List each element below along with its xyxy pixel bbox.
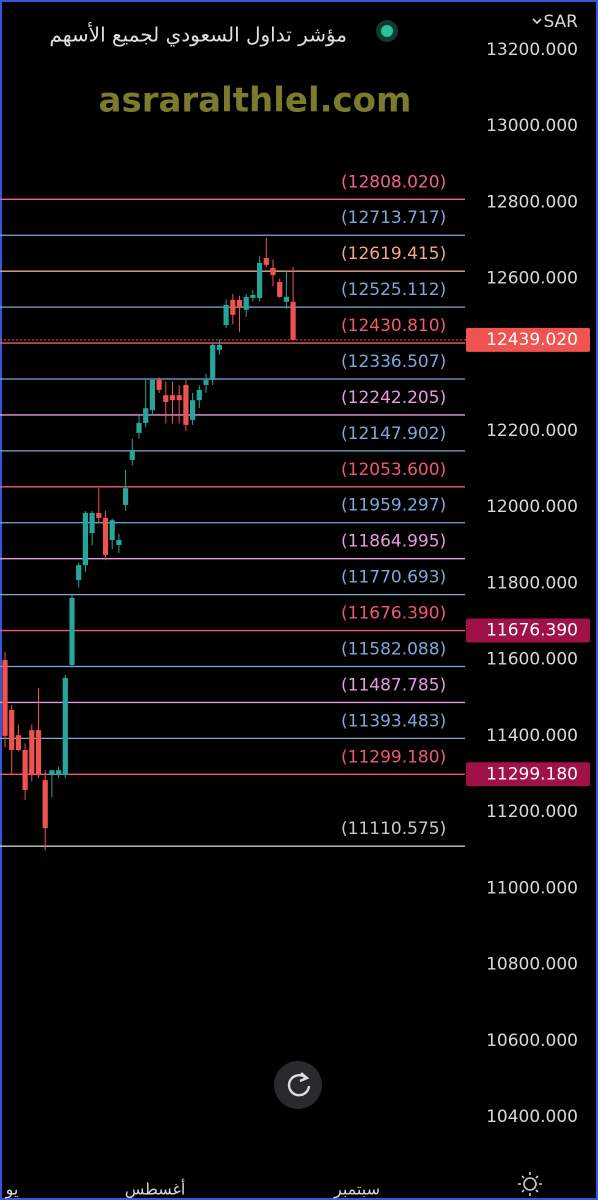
candle-body: [35, 730, 42, 776]
candle-body: [169, 395, 176, 401]
level-label: (12808.020): [341, 172, 446, 192]
price-tag-label: 11676.390: [486, 621, 578, 641]
candle-body: [15, 735, 21, 750]
price-tag: [466, 618, 590, 643]
candle-body: [236, 299, 243, 308]
level-label: (12053.600): [341, 460, 446, 480]
candle-body: [277, 282, 283, 297]
candle-body: [116, 540, 122, 545]
candle-body: [143, 408, 149, 424]
y-tick-label: 11400.000: [486, 726, 578, 746]
candle-body: [290, 301, 296, 340]
candle-body: [29, 730, 35, 776]
candle-body: [96, 512, 102, 518]
y-tick-label: 12000.000: [486, 497, 578, 517]
reset-button[interactable]: [274, 1061, 322, 1109]
candle-body: [216, 344, 222, 350]
candle-body: [9, 709, 15, 750]
price-tag: [466, 762, 590, 787]
level-label: (12147.902): [341, 424, 446, 444]
candle-body: [129, 450, 135, 460]
candle-body: [190, 400, 196, 420]
candle-body: [283, 296, 289, 302]
candle-body: [263, 257, 269, 265]
candle-body: [136, 423, 142, 433]
level-label: (11393.483): [341, 711, 446, 731]
candle-body: [56, 770, 62, 776]
candle-body: [243, 296, 249, 310]
y-tick-label: 13200.000: [486, 40, 578, 60]
x-tick-label: أغسطس: [125, 1179, 186, 1200]
y-tick-label: 13000.000: [486, 116, 578, 136]
price-tag-label: 11299.180: [486, 764, 578, 784]
candle-body: [109, 520, 115, 541]
level-label: (11487.785): [341, 675, 446, 695]
reset-icon: [287, 1073, 311, 1097]
y-tick-label: 11600.000: [486, 650, 578, 670]
level-label: (12336.507): [341, 352, 446, 372]
candle-body: [76, 565, 82, 581]
candle-body: [123, 488, 129, 505]
status-dot: [381, 25, 393, 37]
y-tick-label: 12200.000: [486, 421, 578, 441]
price-tag-label: 12439.020: [486, 330, 578, 350]
sun-icon: [523, 1177, 537, 1191]
y-tick-label: 10600.000: [486, 1031, 578, 1051]
candle-body: [49, 770, 55, 776]
level-label: (11110.575): [341, 819, 446, 839]
level-label: (12242.205): [341, 388, 446, 408]
theme-button[interactable]: [518, 1172, 542, 1196]
candle-body: [149, 379, 155, 411]
y-tick-label: 11200.000: [486, 802, 578, 822]
y-tick-label: 11000.000: [486, 878, 578, 898]
candle-body: [210, 344, 216, 380]
reset-arrow: [299, 1072, 310, 1083]
y-tick-label: 10400.000: [486, 1107, 578, 1127]
level-label: (11582.088): [341, 639, 446, 659]
candle-body: [270, 267, 276, 276]
x-tick-label: سبتمبر: [333, 1180, 380, 1200]
level-label: (12430.810): [341, 316, 446, 336]
candle-body: [2, 660, 8, 736]
candle-body: [62, 677, 68, 776]
candle-body: [203, 379, 209, 385]
level-label: (11676.390): [341, 604, 446, 624]
candle-body: [102, 517, 109, 555]
plot: 13200.000 13000.000 12800.000 12600.000 1220…: [0, 40, 590, 1200]
y-tick-label: 12800.000: [486, 192, 578, 212]
candle-body: [69, 597, 75, 666]
candle-body: [42, 780, 48, 829]
x-tick-label: يو: [5, 1180, 19, 1200]
candle-body: [230, 299, 236, 315]
currency[interactable]: SAR: [543, 12, 578, 32]
candle-body: [196, 389, 202, 401]
level-label: (12525.112): [341, 280, 446, 300]
candle-body: [223, 304, 229, 326]
y-tick-label: 10800.000: [486, 955, 578, 975]
candle-body: [89, 512, 95, 534]
candle-body: [176, 395, 182, 401]
candle-body: [156, 379, 162, 390]
watermark: asraralthlel.com: [99, 81, 412, 121]
candle-body: [163, 395, 169, 403]
candle-body: [82, 512, 88, 566]
candle-body: [250, 294, 256, 299]
level-label: (11864.995): [341, 532, 446, 552]
sun-rays: [518, 1172, 542, 1196]
chart-title: مؤشر تداول السعودي لجميع الأسهم: [49, 23, 347, 48]
level-label: (11770.693): [341, 568, 446, 588]
level-label: (12619.415): [341, 244, 446, 264]
candle-body: [22, 749, 28, 791]
y-tick-label: 11800.000: [486, 573, 578, 593]
level-label: (11299.180): [341, 747, 446, 767]
level-label: (12713.717): [341, 208, 446, 228]
y-tick-label: 12600.000: [486, 269, 578, 289]
price-tag: [466, 327, 590, 352]
currency-caret: [532, 18, 542, 25]
level-label: (11959.297): [341, 496, 446, 516]
candle-body: [257, 262, 263, 299]
candle-body: [183, 384, 189, 425]
